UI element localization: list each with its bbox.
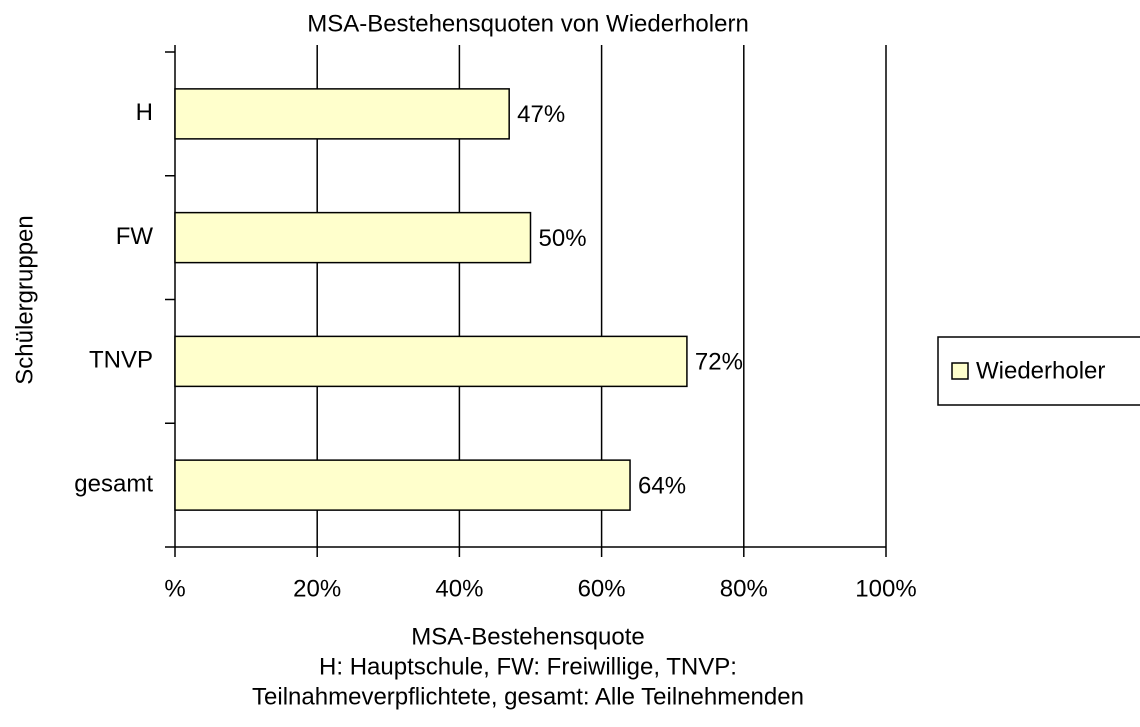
legend-label: Wiederholer — [976, 357, 1105, 384]
y-axis-label: Schülergruppen — [11, 215, 38, 384]
bar — [174, 335, 688, 388]
x-tick-label: 80% — [720, 575, 768, 602]
x-axis-label: MSA-Bestehensquote — [411, 623, 644, 650]
value-label: 47% — [517, 101, 565, 128]
x-tick-label: % — [164, 575, 185, 602]
y-tick-label: TNVP — [89, 347, 153, 374]
x-tick-label: 40% — [435, 575, 483, 602]
legend-box — [937, 336, 1140, 406]
x-tick-label: 100% — [855, 575, 916, 602]
y-tick-label: gesamt — [74, 470, 153, 497]
y-tick-label: H — [136, 99, 153, 126]
bar — [174, 459, 631, 511]
y-tick-label: FW — [116, 223, 154, 250]
value-label: 72% — [695, 349, 743, 376]
value-label: 64% — [638, 472, 686, 499]
chart-title: MSA-Bestehensquoten von Wiederholern — [307, 10, 749, 37]
x-tick-label: 60% — [578, 575, 626, 602]
legend-swatch — [951, 362, 969, 380]
bar — [174, 88, 510, 140]
note: H: Hauptschule, FW: Freiwillige, TNVP: — [319, 653, 737, 680]
note: Teilnahmeverpflichtete, gesamt: Alle Tei… — [252, 683, 804, 710]
value-label: 50% — [539, 225, 587, 252]
x-tick-label: 20% — [293, 575, 341, 602]
bar — [174, 211, 532, 264]
